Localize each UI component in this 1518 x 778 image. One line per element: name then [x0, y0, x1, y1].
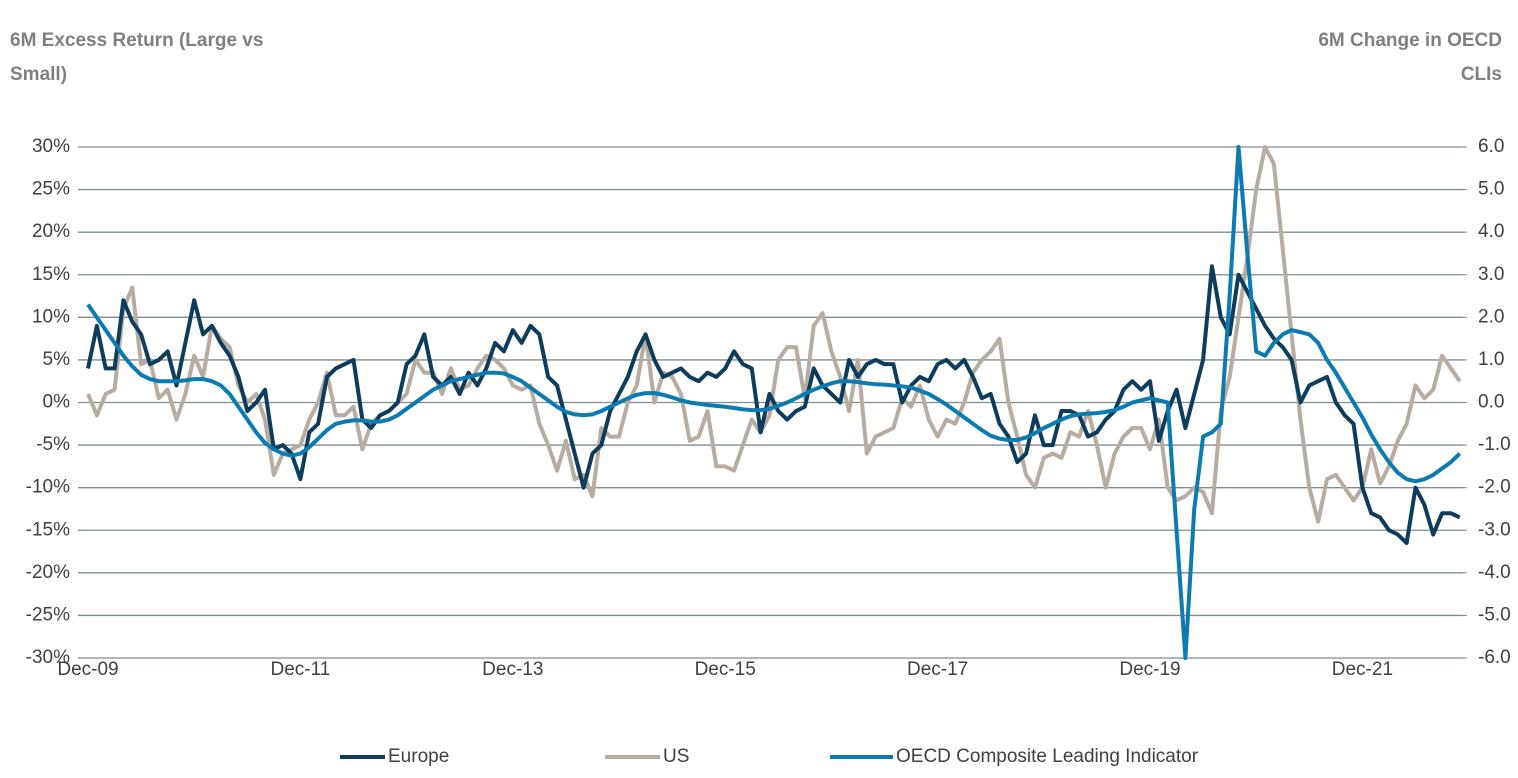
y2-axis-title: 6M Change in OECD CLIs: [1318, 30, 1502, 85]
x-tick-label: Dec-09: [57, 659, 118, 680]
y-tick-label: 25%: [32, 179, 70, 200]
y2-tick-label: -2.0: [1478, 477, 1511, 498]
y2-tick-label: -4.0: [1478, 562, 1511, 583]
y-tick-label: -10%: [26, 477, 70, 498]
y2-tick-label: -5.0: [1478, 604, 1511, 625]
y2-tick-label: -6.0: [1478, 647, 1511, 668]
legend-label: US: [663, 746, 689, 767]
x-tick-label: Dec-11: [270, 659, 330, 680]
y-axis-title: 6M Excess Return (Large vs Small): [10, 30, 264, 85]
x-tick-label: Dec-19: [1119, 659, 1180, 680]
series-line: [86, 145, 1462, 660]
legend-label: OECD Composite Leading Indicator: [896, 746, 1199, 767]
y-tick-label: 20%: [32, 221, 70, 242]
legend-label: Europe: [388, 746, 449, 767]
x-tick-label: Dec-13: [482, 659, 543, 680]
y-tick-label: -15%: [26, 519, 70, 540]
y2-tick-label: 2.0: [1478, 306, 1504, 327]
y2-tick-label: 4.0: [1478, 221, 1504, 242]
y2-tick-label: 0.0: [1478, 392, 1504, 413]
y-tick-label: -5%: [36, 434, 70, 455]
y-tick-label: 5%: [43, 349, 71, 370]
y-tick-label: 10%: [32, 306, 70, 327]
y-tick-label: 30%: [32, 136, 70, 157]
y-tick-label: 0%: [43, 392, 71, 413]
y2-tick-label: -3.0: [1478, 519, 1511, 540]
y2-tick-label: -1.0: [1478, 434, 1511, 455]
y2-tick-label: 3.0: [1478, 264, 1504, 285]
y2-tick-label: 1.0: [1478, 349, 1504, 370]
y2-tick-label: 5.0: [1478, 179, 1504, 200]
x-tick-label: Dec-15: [695, 659, 756, 680]
x-tick-label: Dec-17: [907, 659, 968, 680]
y2-tick-label: 6.0: [1478, 136, 1504, 157]
series-line: [86, 145, 1462, 524]
x-tick-label: Dec-21: [1332, 659, 1393, 680]
y-tick-label: -25%: [26, 604, 70, 625]
y-tick-label: -20%: [26, 562, 70, 583]
series-line: [86, 264, 1461, 546]
y-tick-label: -30%: [26, 647, 70, 668]
y-tick-label: 15%: [32, 264, 70, 285]
